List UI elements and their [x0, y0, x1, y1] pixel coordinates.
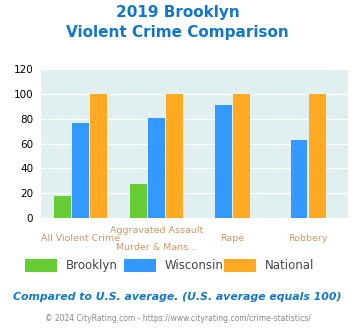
Bar: [148, 117, 165, 218]
Text: Murder & Mans...: Murder & Mans...: [116, 243, 197, 251]
Text: © 2024 CityRating.com - https://www.cityrating.com/crime-statistics/: © 2024 CityRating.com - https://www.city…: [45, 314, 310, 323]
Bar: [233, 94, 250, 218]
Text: 2019 Brooklyn: 2019 Brooklyn: [116, 5, 239, 20]
Text: Aggravated Assault: Aggravated Assault: [110, 226, 203, 235]
Bar: [130, 184, 147, 218]
Bar: [54, 195, 71, 218]
Bar: [309, 94, 326, 218]
Text: Rape: Rape: [220, 234, 244, 243]
Bar: [90, 94, 107, 218]
Text: Compared to U.S. average. (U.S. average equals 100): Compared to U.S. average. (U.S. average …: [13, 292, 342, 302]
Text: Violent Crime Comparison: Violent Crime Comparison: [66, 25, 289, 40]
Bar: [72, 122, 89, 218]
Text: National: National: [264, 259, 314, 272]
Text: Robbery: Robbery: [288, 234, 328, 243]
Bar: [291, 140, 307, 218]
Text: Brooklyn: Brooklyn: [66, 259, 118, 272]
Bar: [215, 105, 231, 218]
Bar: [166, 94, 183, 218]
Text: Wisconsin: Wisconsin: [165, 259, 224, 272]
Text: All Violent Crime: All Violent Crime: [41, 234, 120, 243]
